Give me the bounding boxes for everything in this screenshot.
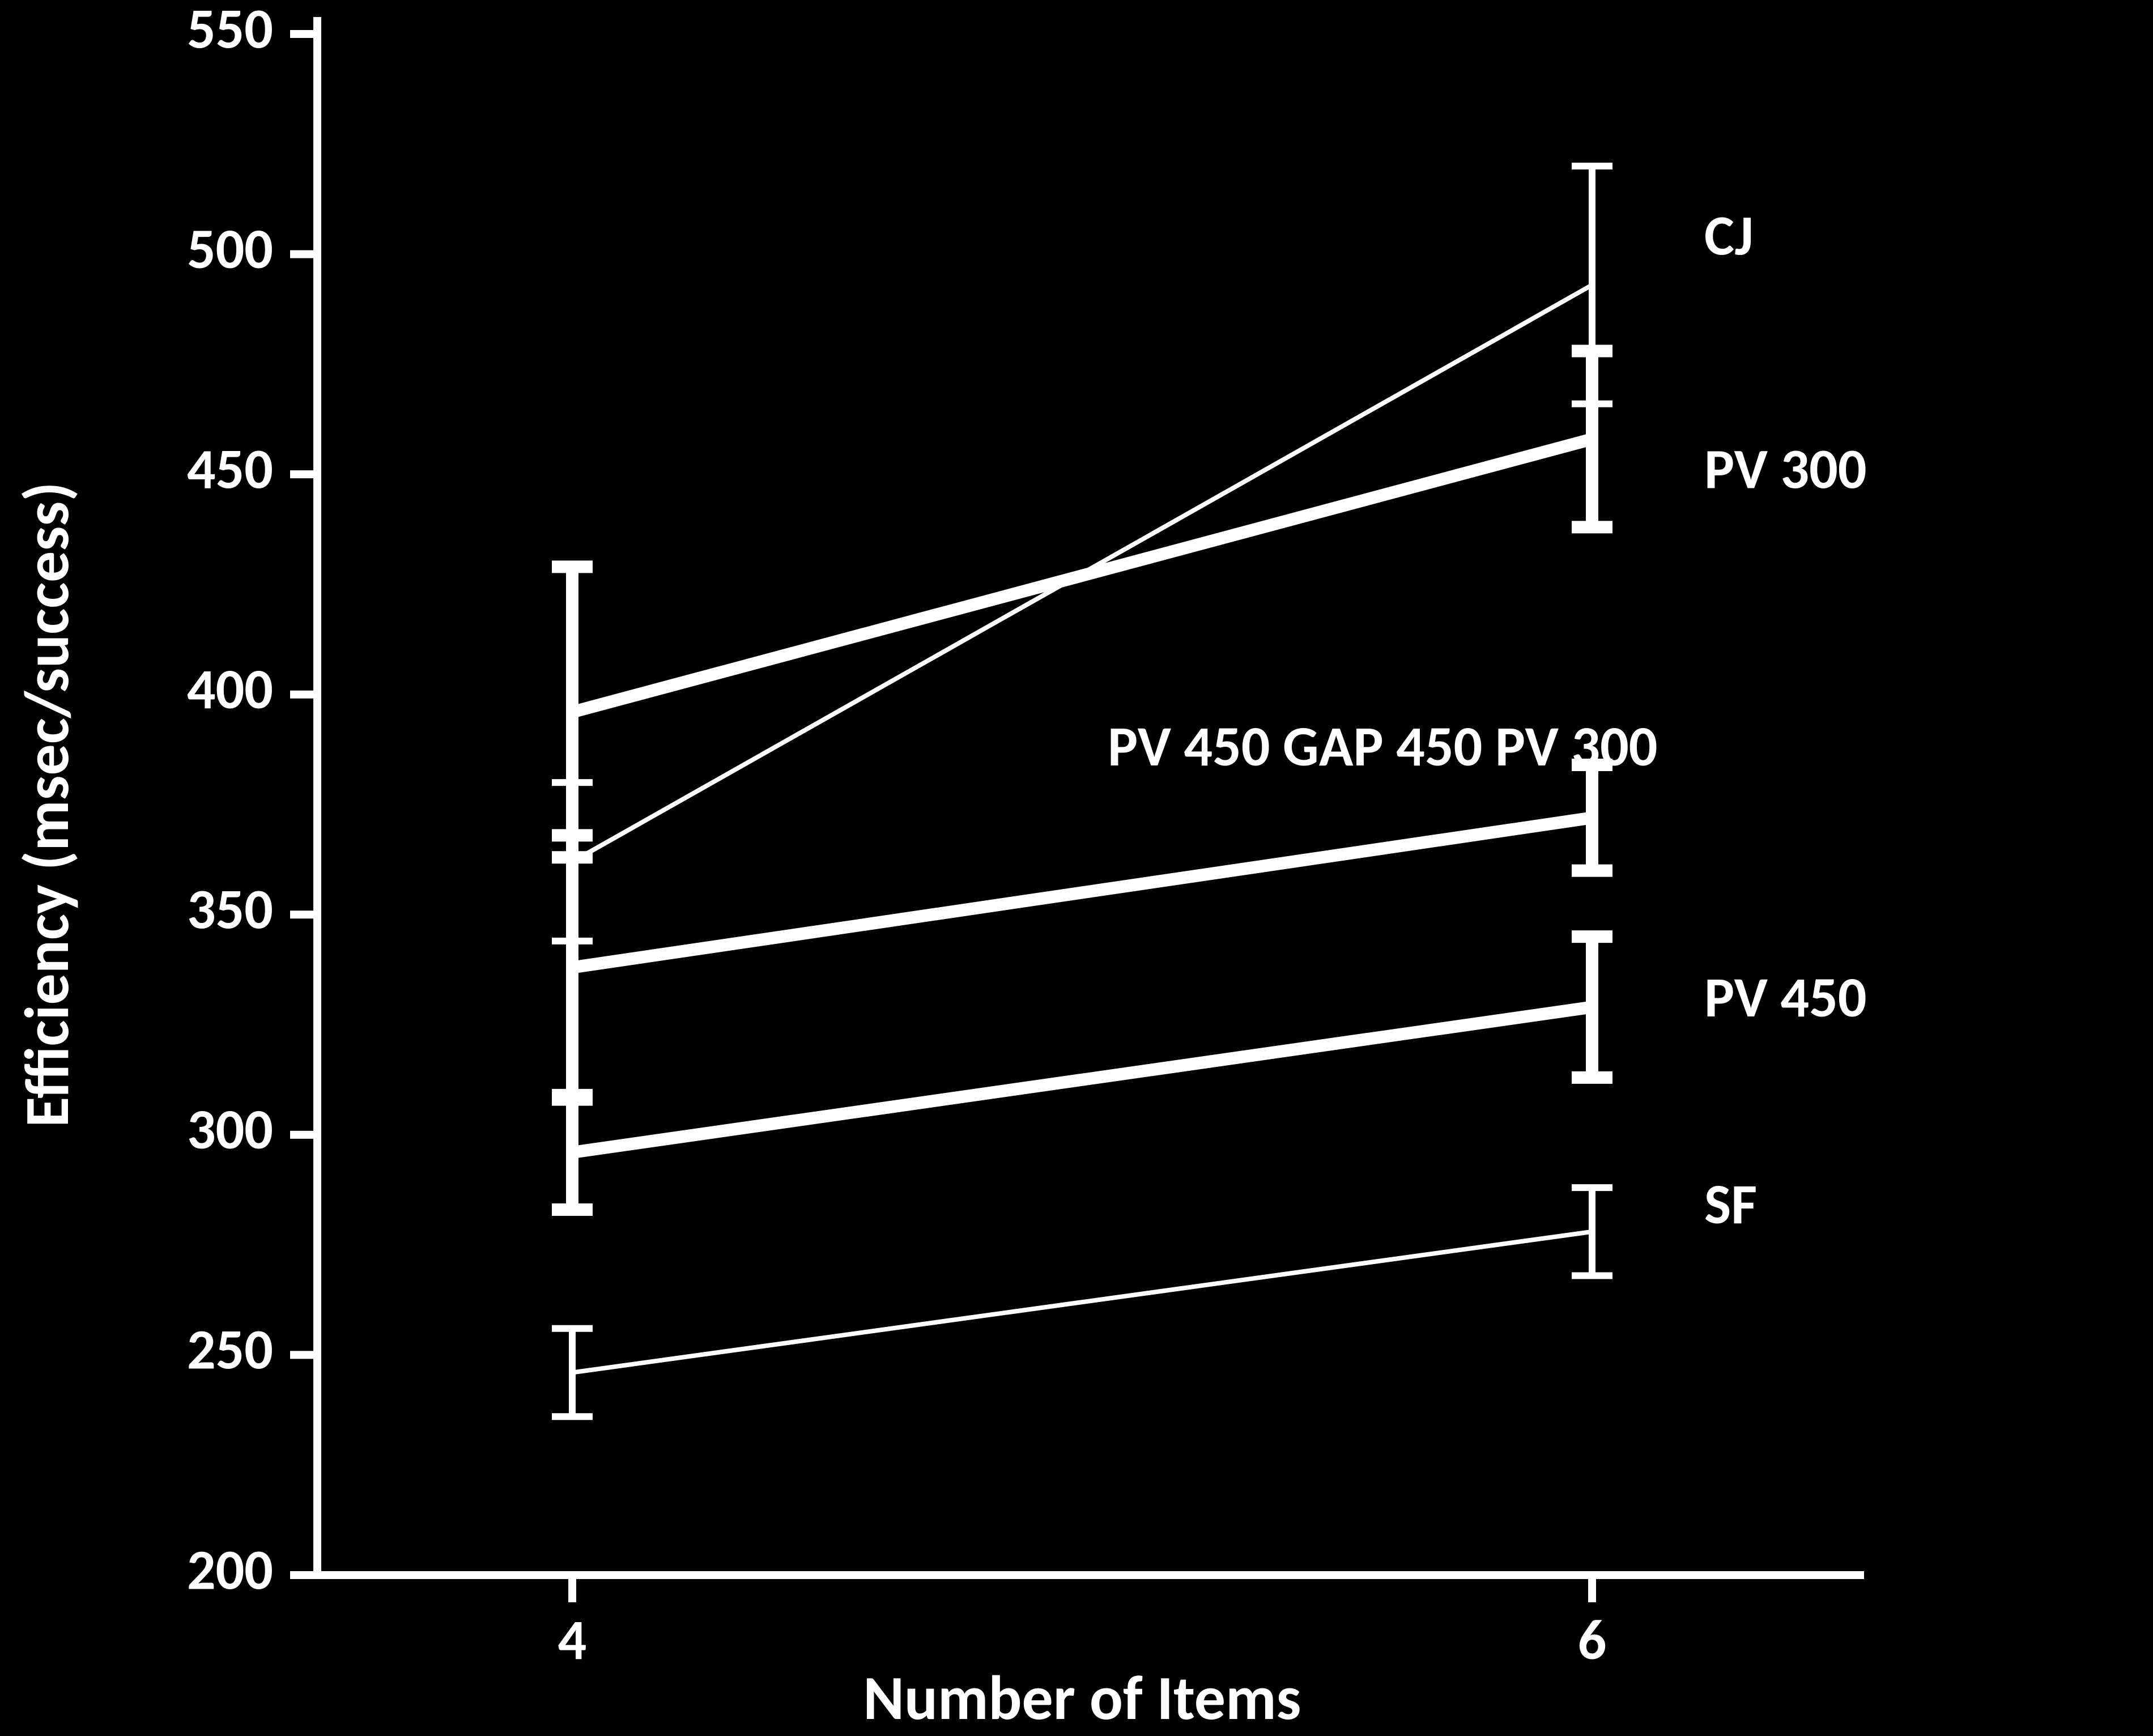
series-label-sf: SF — [1704, 1169, 1757, 1239]
y-tick-label: 350 — [187, 875, 273, 944]
y-tick-label: 400 — [187, 654, 273, 724]
y-tick-label: 300 — [187, 1095, 273, 1164]
y-tick-label: 450 — [187, 434, 273, 503]
y-tick-label: 200 — [187, 1535, 273, 1604]
y-tick-label: 500 — [187, 214, 273, 283]
series-label-pv450: PV 450 — [1704, 963, 1867, 1032]
x-tick-label: 6 — [1578, 1605, 1607, 1674]
x-axis-label: Number of Items — [863, 1660, 1301, 1736]
series-label-cj: CJ — [1704, 201, 1754, 270]
chart-background — [0, 0, 2153, 1736]
series-label-pv300: PV 300 — [1704, 434, 1867, 503]
efficiency-line-chart: 200 250 300 350 400 450 500 550 4 6 Number of Item… — [0, 0, 2153, 1736]
x-tick-label: 4 — [558, 1605, 587, 1674]
y-tick-label: 250 — [187, 1315, 273, 1384]
series-label-pv450gap: PV 450 GAP 450 PV 300 — [1108, 712, 1657, 781]
y-axis-label: Efficiency (msec/success) — [8, 482, 85, 1127]
y-tick-label: 550 — [187, 0, 273, 63]
